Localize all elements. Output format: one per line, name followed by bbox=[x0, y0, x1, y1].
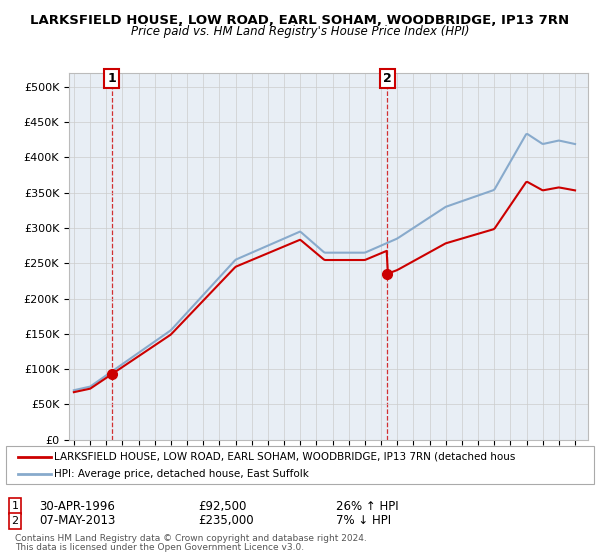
Text: LARKSFIELD HOUSE, LOW ROAD, EARL SOHAM, WOODBRIDGE, IP13 7RN (detached hous: LARKSFIELD HOUSE, LOW ROAD, EARL SOHAM, … bbox=[54, 452, 515, 462]
Text: LARKSFIELD HOUSE, LOW ROAD, EARL SOHAM, WOODBRIDGE, IP13 7RN: LARKSFIELD HOUSE, LOW ROAD, EARL SOHAM, … bbox=[31, 14, 569, 27]
Text: £235,000: £235,000 bbox=[198, 514, 254, 528]
Text: 7% ↓ HPI: 7% ↓ HPI bbox=[336, 514, 391, 528]
Text: 2: 2 bbox=[11, 516, 19, 526]
Text: 07-MAY-2013: 07-MAY-2013 bbox=[39, 514, 115, 528]
Text: Price paid vs. HM Land Registry's House Price Index (HPI): Price paid vs. HM Land Registry's House … bbox=[131, 25, 469, 38]
Text: This data is licensed under the Open Government Licence v3.0.: This data is licensed under the Open Gov… bbox=[15, 543, 304, 552]
Text: 1: 1 bbox=[107, 72, 116, 85]
Text: 26% ↑ HPI: 26% ↑ HPI bbox=[336, 500, 398, 513]
Text: 1: 1 bbox=[11, 501, 19, 511]
Text: £92,500: £92,500 bbox=[198, 500, 247, 513]
Text: 2: 2 bbox=[383, 72, 391, 85]
Text: Contains HM Land Registry data © Crown copyright and database right 2024.: Contains HM Land Registry data © Crown c… bbox=[15, 534, 367, 543]
Text: HPI: Average price, detached house, East Suffolk: HPI: Average price, detached house, East… bbox=[54, 469, 309, 479]
Text: 30-APR-1996: 30-APR-1996 bbox=[39, 500, 115, 513]
